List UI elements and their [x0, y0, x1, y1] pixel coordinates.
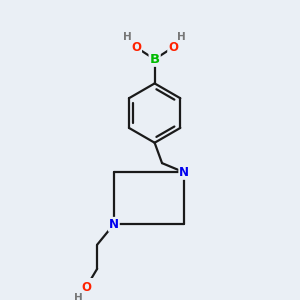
Text: O: O [131, 41, 141, 54]
Text: H: H [74, 293, 83, 300]
Text: H: H [177, 32, 186, 42]
Text: B: B [150, 53, 160, 66]
Text: O: O [81, 281, 91, 294]
Text: N: N [109, 218, 119, 231]
Text: N: N [179, 166, 189, 179]
Text: H: H [123, 32, 132, 42]
Text: O: O [168, 41, 178, 54]
